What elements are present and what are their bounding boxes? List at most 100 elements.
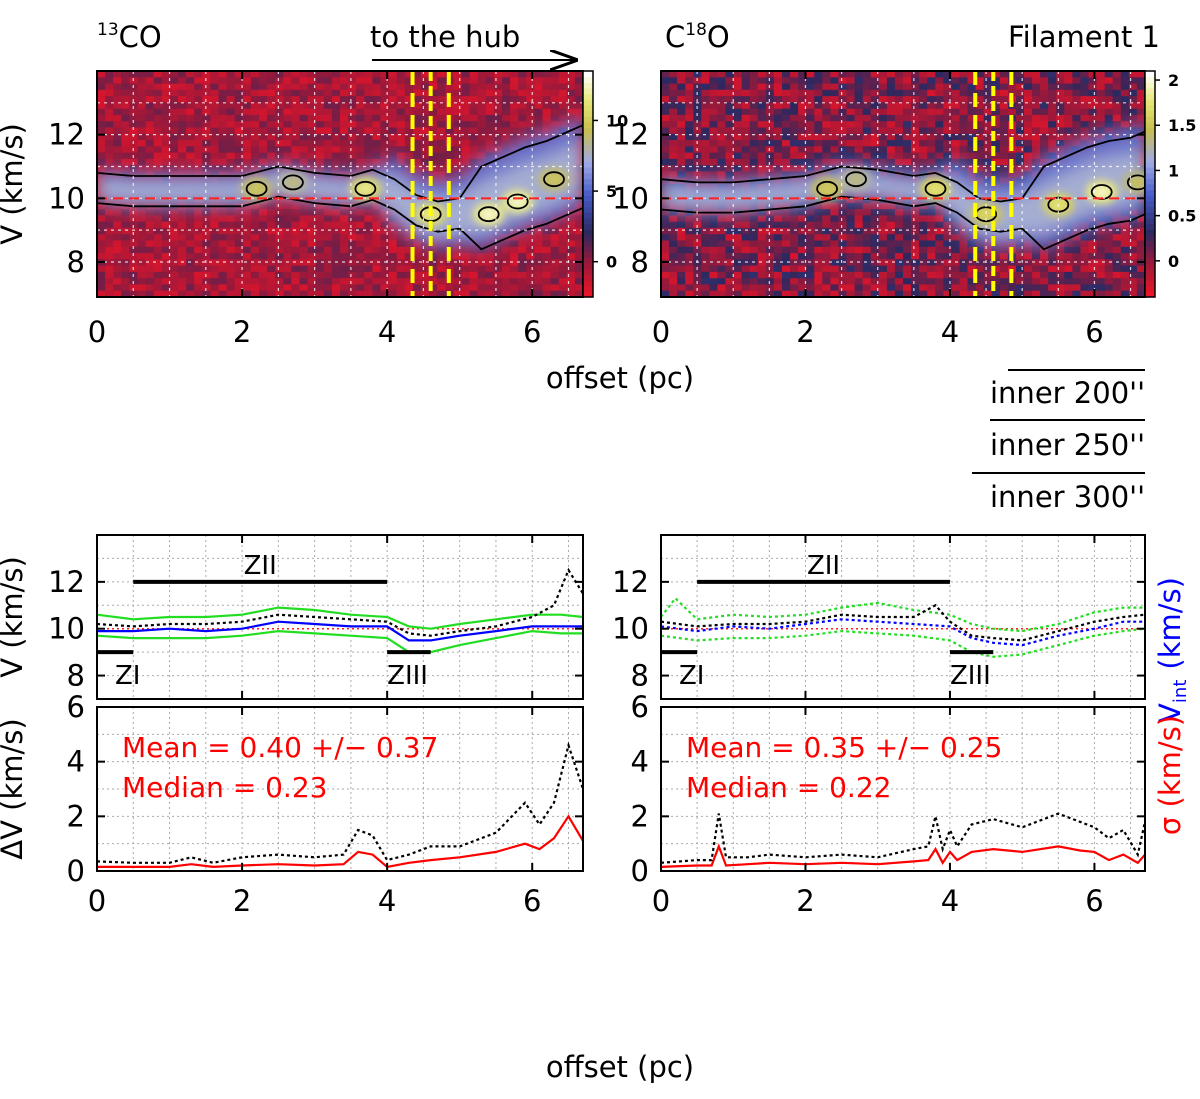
heatmap-cell [709, 83, 719, 91]
heatmap-cell [943, 215, 952, 223]
heatmap-cell [331, 121, 341, 129]
heatmap-cell [733, 83, 743, 91]
heatmap-cell [878, 234, 888, 242]
heatmap-cell [798, 278, 807, 286]
heatmap-cell [798, 108, 807, 116]
heatmap-cell [291, 152, 301, 160]
heatmap-cell [210, 89, 220, 97]
heatmap-cell [830, 246, 840, 254]
heatmap-cell [757, 152, 767, 160]
heatmap-cell [838, 259, 848, 267]
heatmap-cell [97, 77, 106, 85]
colorbar-cell [583, 121, 593, 128]
heatmap-cell [806, 284, 815, 292]
heatmap-cell [493, 278, 503, 286]
heatmap-cell [558, 71, 568, 78]
heatmap-cell [846, 221, 856, 229]
heatmap-cell [315, 102, 325, 110]
heatmap-cell [574, 215, 583, 223]
heatmap-cell [1072, 133, 1082, 141]
heatmap-cell [129, 253, 139, 260]
heatmap-cell [161, 71, 171, 78]
heatmap-cell [315, 278, 325, 286]
heatmap-cell [550, 83, 560, 91]
heatmap-cell [186, 146, 195, 154]
heatmap-cell [886, 259, 896, 267]
inner-200-label: inner 200'' [990, 376, 1145, 410]
heatmap-cell [661, 77, 670, 85]
heatmap-cell [226, 121, 236, 129]
heatmap-cell [733, 158, 743, 166]
heatmap-cell [709, 102, 719, 110]
heatmap-cell [725, 71, 735, 78]
heatmap-cell [502, 71, 511, 78]
heatmap-cell [911, 278, 920, 286]
heatmap-cell [999, 102, 1009, 110]
heatmap-cell [485, 108, 495, 116]
heatmap-cell [542, 114, 552, 122]
heatmap-cell [814, 278, 823, 286]
heatmap-cell [315, 240, 325, 248]
heatmap-cell [469, 77, 479, 85]
heatmap-cell [566, 71, 576, 78]
heatmap-cell [854, 196, 864, 204]
heatmap-cell [1136, 96, 1145, 103]
heatmap-cell [323, 121, 333, 129]
heatmap-cell [685, 284, 694, 292]
heatmap-cell [943, 108, 952, 116]
heatmap-cell [169, 77, 179, 85]
heatmap-cell [919, 290, 928, 297]
heatmap-cell [242, 221, 252, 229]
heatmap-cell [153, 265, 163, 273]
heatmap-cell [137, 240, 147, 248]
heatmap-cell [886, 209, 896, 216]
heatmap-cell [315, 165, 325, 173]
heatmap-cell [725, 114, 735, 122]
heatmap-cell [542, 265, 552, 273]
heatmap-cell [202, 265, 211, 273]
heatmap-cell [1032, 146, 1041, 154]
heatmap-cell [331, 246, 341, 254]
heatmap-cell [838, 114, 848, 122]
heatmap-cell [283, 158, 292, 166]
heatmap-cell [323, 96, 333, 103]
heatmap-cell [773, 83, 783, 91]
heatmap-cell [709, 121, 719, 129]
heatmap-cell [477, 152, 487, 160]
heatmap-cell [461, 271, 471, 279]
heatmap-cell [991, 259, 1001, 267]
heatmap-cell [169, 227, 179, 235]
heatmap-cell [1128, 290, 1138, 297]
heatmap-cell [307, 290, 317, 297]
heatmap-cell [677, 284, 686, 292]
heatmap-cell [550, 284, 560, 292]
heatmap-cell [749, 253, 759, 260]
heatmap-cell [340, 290, 349, 297]
heatmap-cell [919, 71, 928, 78]
heatmap-cell [153, 165, 163, 173]
vint-ylabel: Vint(km/s) [1153, 577, 1191, 723]
y-tick-label: 10 [48, 181, 85, 215]
heatmap-cell [854, 152, 864, 160]
heatmap-cell [838, 278, 848, 286]
heatmap-cell [886, 227, 896, 235]
heatmap-cell [153, 158, 163, 166]
heatmap-cell [299, 114, 309, 122]
heatmap-cell [348, 259, 357, 267]
heatmap-cell [1080, 278, 1090, 286]
heatmap-cell [919, 146, 928, 154]
heatmap-cell [105, 278, 114, 286]
heatmap-cell [1056, 140, 1065, 147]
heatmap-cell [210, 83, 220, 91]
heatmap-cell [526, 234, 535, 242]
heatmap-cell [814, 96, 823, 103]
heatmap-cell [534, 259, 544, 267]
heatmap-cell [218, 209, 228, 216]
heatmap-cell [1072, 71, 1082, 78]
heatmap-cell [291, 246, 301, 254]
y-tick-label: 2 [631, 799, 649, 833]
heatmap-cell [242, 290, 252, 297]
heatmap-cell [380, 71, 390, 78]
heatmap-cell [1032, 140, 1041, 147]
contour-peak [924, 180, 947, 197]
